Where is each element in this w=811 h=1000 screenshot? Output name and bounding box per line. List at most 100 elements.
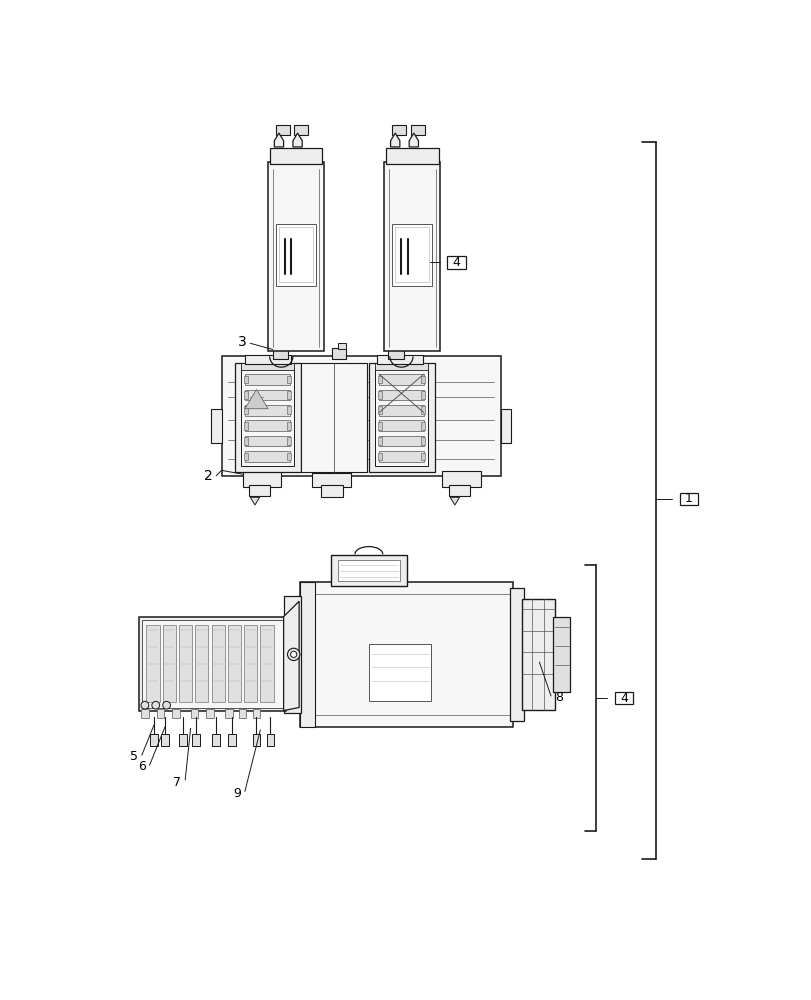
Text: 7: 7 (174, 776, 181, 789)
Bar (509, 588, 523, 721)
Text: 3: 3 (238, 335, 247, 349)
Bar (211, 409, 221, 443)
Bar (378, 453, 382, 460)
Bar (195, 625, 208, 702)
Bar (225, 709, 233, 718)
Bar (245, 420, 290, 431)
Bar (500, 409, 511, 443)
Bar (375, 363, 427, 370)
Polygon shape (449, 497, 459, 505)
Bar (379, 389, 423, 400)
Text: 4: 4 (452, 256, 460, 269)
Bar (252, 734, 260, 746)
Bar (337, 343, 345, 349)
Polygon shape (250, 497, 260, 505)
Bar (312, 473, 350, 487)
Bar (146, 625, 160, 702)
Bar (286, 437, 290, 445)
Bar (376, 355, 423, 364)
Bar (379, 405, 423, 416)
Bar (368, 644, 431, 701)
Bar (286, 376, 290, 383)
Bar (244, 453, 247, 460)
Bar (368, 363, 434, 472)
Circle shape (287, 648, 299, 661)
Bar (248, 485, 270, 496)
Polygon shape (245, 389, 268, 409)
Bar (242, 471, 281, 487)
Text: 1: 1 (684, 492, 692, 505)
Bar (375, 369, 427, 466)
Polygon shape (293, 133, 302, 147)
Bar (191, 709, 198, 718)
Text: 4: 4 (619, 692, 627, 705)
Bar (245, 355, 291, 364)
Bar (320, 485, 342, 497)
Circle shape (162, 701, 170, 709)
Bar (442, 471, 481, 487)
Bar (161, 734, 169, 746)
Bar (162, 625, 176, 702)
Bar (157, 709, 164, 718)
Bar (284, 596, 301, 713)
Bar (301, 363, 367, 472)
Bar (234, 363, 300, 472)
Bar (379, 451, 423, 462)
Bar (245, 451, 290, 462)
Bar (378, 376, 382, 383)
Bar (206, 709, 213, 718)
Bar (221, 356, 500, 476)
Bar (420, 406, 424, 414)
Bar (286, 422, 290, 430)
Bar (244, 625, 257, 702)
Bar (238, 709, 246, 718)
Text: 8: 8 (554, 691, 562, 704)
Bar (286, 453, 290, 460)
Bar (276, 224, 315, 286)
Bar (244, 376, 247, 383)
Polygon shape (409, 133, 418, 147)
Bar (420, 376, 424, 383)
Circle shape (152, 701, 160, 709)
Bar (552, 617, 569, 692)
Bar (294, 125, 308, 135)
Bar (142, 620, 282, 708)
Bar (244, 406, 247, 414)
Bar (178, 734, 187, 746)
Bar (266, 734, 274, 746)
Bar (331, 555, 406, 586)
Bar (241, 369, 294, 466)
Polygon shape (274, 133, 283, 147)
Bar (410, 125, 424, 135)
Bar (278, 343, 287, 349)
Bar (393, 343, 402, 349)
Bar (244, 422, 247, 430)
Bar (279, 227, 313, 282)
Bar (245, 436, 290, 446)
Bar (245, 389, 290, 400)
Bar (392, 125, 406, 135)
Polygon shape (283, 601, 298, 711)
Text: 9: 9 (233, 787, 241, 800)
Text: 6: 6 (138, 760, 145, 773)
Bar (252, 709, 260, 718)
Bar (679, 493, 697, 505)
Bar (385, 148, 438, 164)
Bar (388, 348, 403, 359)
Bar (228, 625, 241, 702)
Bar (269, 148, 322, 164)
Bar (244, 437, 247, 445)
Bar (260, 625, 273, 702)
Bar (286, 391, 290, 399)
Bar (332, 348, 346, 359)
Circle shape (141, 701, 148, 709)
Bar (378, 391, 382, 399)
Bar (276, 125, 290, 135)
Bar (241, 363, 294, 370)
Bar (178, 625, 192, 702)
Bar (378, 406, 382, 414)
Bar (139, 617, 285, 711)
Bar (395, 227, 429, 282)
Text: 5: 5 (130, 750, 138, 763)
Bar (378, 437, 382, 445)
